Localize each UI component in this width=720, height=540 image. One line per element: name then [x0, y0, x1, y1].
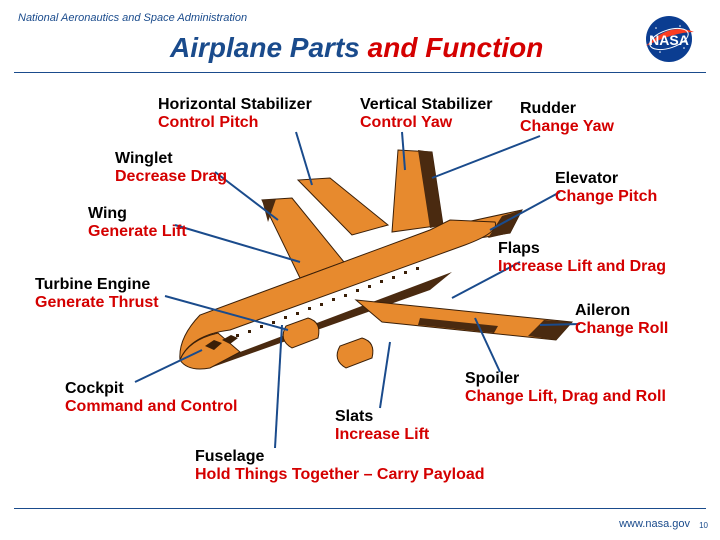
- leader-wing: [175, 225, 300, 262]
- label-part-rudder: Rudder: [520, 100, 614, 118]
- label-func-flaps: Increase Lift and Drag: [498, 258, 666, 276]
- label-rudder: RudderChange Yaw: [520, 100, 614, 137]
- label-func-rudder: Change Yaw: [520, 118, 614, 136]
- leader-horizontal-stabilizer: [296, 132, 312, 185]
- label-slats: SlatsIncrease Lift: [335, 408, 429, 445]
- label-func-fuselage: Hold Things Together – Carry Payload: [195, 466, 485, 484]
- label-wing: WingGenerate Lift: [88, 205, 187, 242]
- label-func-spoiler: Change Lift, Drag and Roll: [465, 388, 666, 406]
- leader-rudder: [432, 136, 540, 178]
- leader-turbine-engine: [165, 296, 288, 330]
- label-part-winglet: Winglet: [115, 150, 227, 168]
- leader-elevator: [490, 192, 560, 230]
- footer-url: www.nasa.gov: [619, 518, 690, 530]
- label-part-spoiler: Spoiler: [465, 370, 666, 388]
- label-part-wing: Wing: [88, 205, 187, 223]
- label-spoiler: SpoilerChange Lift, Drag and Roll: [465, 370, 666, 407]
- label-vertical-stabilizer: Vertical StabilizerControl Yaw: [360, 96, 493, 133]
- label-func-elevator: Change Pitch: [555, 188, 657, 206]
- label-part-turbine-engine: Turbine Engine: [35, 276, 159, 294]
- label-func-vertical-stabilizer: Control Yaw: [360, 114, 493, 132]
- leader-spoiler: [475, 318, 500, 372]
- label-part-vertical-stabilizer: Vertical Stabilizer: [360, 96, 493, 114]
- leader-vertical-stabilizer: [402, 132, 405, 170]
- label-part-flaps: Flaps: [498, 240, 666, 258]
- label-func-horizontal-stabilizer: Control Pitch: [158, 114, 312, 132]
- label-winglet: WingletDecrease Drag: [115, 150, 227, 187]
- label-part-slats: Slats: [335, 408, 429, 426]
- label-func-wing: Generate Lift: [88, 223, 187, 241]
- leader-slats: [380, 342, 390, 408]
- label-elevator: ElevatorChange Pitch: [555, 170, 657, 207]
- label-func-aileron: Change Roll: [575, 320, 668, 338]
- label-horizontal-stabilizer: Horizontal StabilizerControl Pitch: [158, 96, 312, 133]
- leader-fuselage: [275, 325, 282, 448]
- leader-aileron: [540, 324, 580, 325]
- label-part-cockpit: Cockpit: [65, 380, 237, 398]
- label-func-turbine-engine: Generate Thrust: [35, 294, 159, 312]
- leader-cockpit: [135, 350, 202, 382]
- page-number: 10: [699, 521, 708, 530]
- label-part-aileron: Aileron: [575, 302, 668, 320]
- footer-rule: [14, 508, 706, 509]
- label-flaps: FlapsIncrease Lift and Drag: [498, 240, 666, 277]
- label-part-elevator: Elevator: [555, 170, 657, 188]
- label-fuselage: FuselageHold Things Together – Carry Pay…: [195, 448, 485, 485]
- label-func-slats: Increase Lift: [335, 426, 429, 444]
- label-cockpit: CockpitCommand and Control: [65, 380, 237, 417]
- label-aileron: AileronChange Roll: [575, 302, 668, 339]
- label-func-cockpit: Command and Control: [65, 398, 237, 416]
- label-func-winglet: Decrease Drag: [115, 168, 227, 186]
- label-part-horizontal-stabilizer: Horizontal Stabilizer: [158, 96, 312, 114]
- label-part-fuselage: Fuselage: [195, 448, 485, 466]
- label-turbine-engine: Turbine EngineGenerate Thrust: [35, 276, 159, 313]
